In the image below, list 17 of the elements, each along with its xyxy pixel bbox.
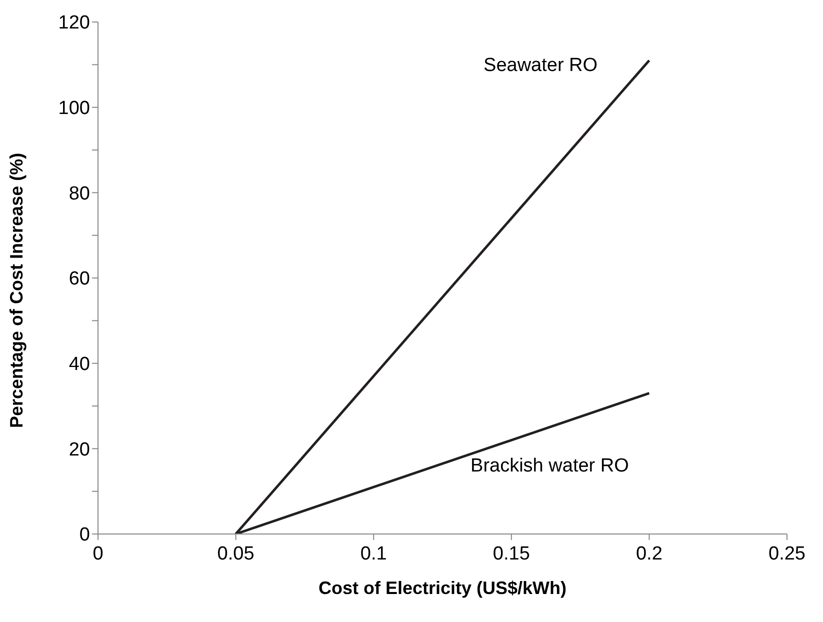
y-axis-title: Percentage of Cost Increase (%) <box>6 152 26 428</box>
x-axis-title: Cost of Electricity (US$/kWh) <box>318 578 567 598</box>
x-tick-label: 0.15 <box>492 543 530 564</box>
series-label: Brackish water RO <box>470 455 629 476</box>
x-tick-label: 0.1 <box>360 543 387 564</box>
y-tick-label: 120 <box>58 12 90 34</box>
x-tick-label: 0.25 <box>768 543 806 564</box>
y-tick-label: 100 <box>58 98 90 120</box>
y-tick-label: 60 <box>68 268 90 290</box>
y-tick-label: 80 <box>68 183 90 204</box>
y-tick-label: 40 <box>68 354 90 376</box>
x-tick-label: 0.05 <box>217 543 254 564</box>
y-tick-label: 20 <box>68 439 90 460</box>
x-tick-label: 0 <box>92 543 104 564</box>
x-tick-label: 0.2 <box>636 543 662 564</box>
y-tick-label: 0 <box>79 524 90 546</box>
series-label: Seawater RO <box>484 55 598 76</box>
